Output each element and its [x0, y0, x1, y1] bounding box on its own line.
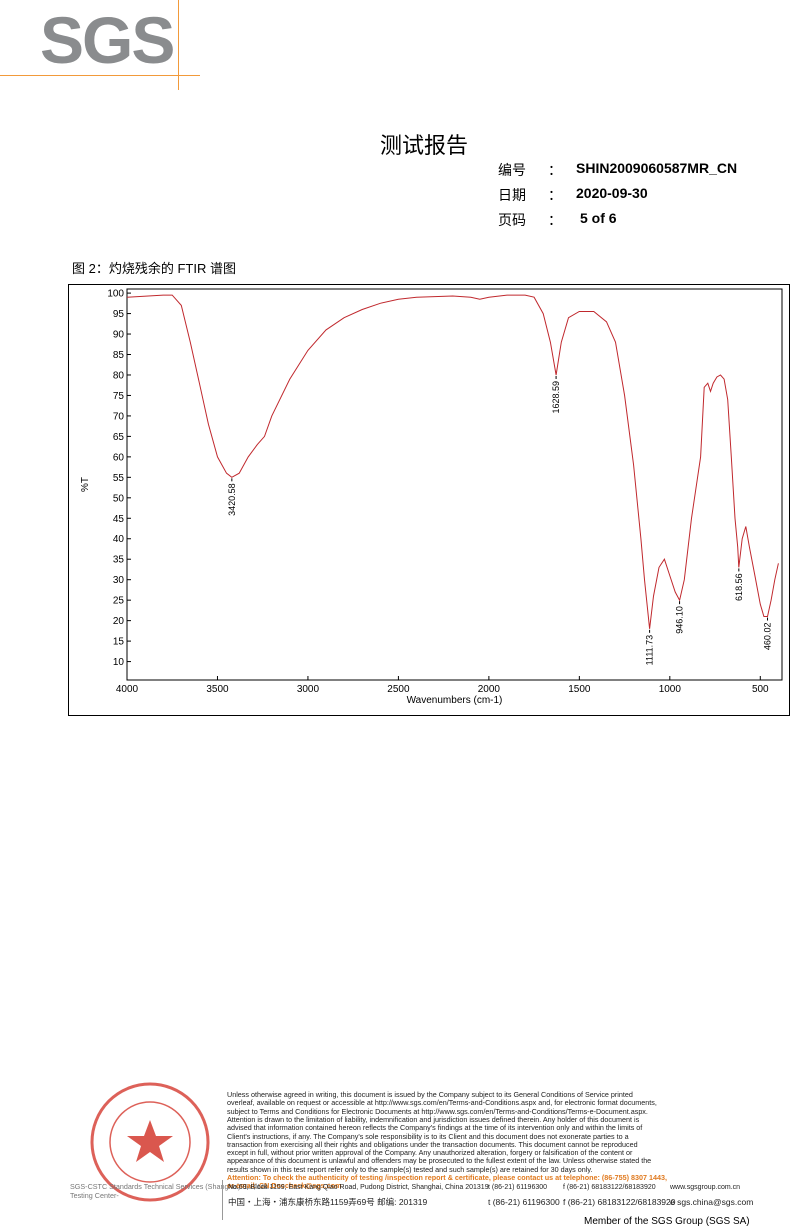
- x-tick-label: 3500: [206, 684, 229, 695]
- footer-rule: [222, 1180, 223, 1220]
- y-tick-label: 55: [113, 473, 125, 484]
- stamp-text: SGS-CSTC Standards Technical Services (S…: [70, 1182, 270, 1191]
- logo-rule: [178, 0, 179, 90]
- y-tick-label: 20: [113, 616, 125, 627]
- doc-title: 测试报告: [380, 133, 469, 158]
- address: e sgs.china@sgs.com: [670, 1197, 754, 1207]
- stamp: [90, 1082, 210, 1202]
- disclaimer-line: Attention is drawn to the limitation of …: [227, 1114, 640, 1124]
- field-sep: ：: [548, 212, 562, 228]
- x-tick-label: 500: [752, 684, 769, 695]
- field-label: 编号: [498, 162, 526, 178]
- disclaimer-line: transaction from exercising all their ri…: [227, 1139, 638, 1149]
- y-tick-label: 85: [113, 350, 125, 361]
- field-value: SHIN2009060587MR_CN: [576, 160, 738, 176]
- y-tick-label: 40: [113, 534, 125, 545]
- plot-frame: [126, 288, 783, 681]
- y-tick-label: 70: [113, 411, 125, 422]
- disclaimer-line: except in full, without prior written ap…: [227, 1148, 633, 1158]
- x-tick-label: 1000: [659, 684, 682, 695]
- y-tick-label: 35: [113, 555, 125, 566]
- address: No.69, Block 1159, East Kang Qiao Road, …: [228, 1184, 489, 1191]
- logo-rule: [0, 75, 200, 76]
- address: f (86-21) 68183122/68183920: [563, 1197, 676, 1207]
- x-tick-label: 3000: [297, 684, 320, 695]
- y-tick-label: 80: [113, 370, 125, 381]
- peak-label: 1628.59: [551, 381, 561, 414]
- member: Member of the SGS Group (SGS SA): [584, 1216, 750, 1227]
- address: f (86-21) 68183122/68183920: [563, 1184, 656, 1191]
- y-tick-label: 50: [113, 493, 125, 504]
- y-tick-label: 100: [107, 289, 124, 300]
- y-tick-label: 95: [113, 309, 125, 320]
- disclaimer-line: advised that information contained hereo…: [227, 1123, 643, 1133]
- y-tick-label: 25: [113, 596, 125, 607]
- y-tick-label: 15: [113, 637, 125, 648]
- x-tick-label: 2500: [387, 684, 410, 695]
- disclaimer-line: results shown in this test report refer …: [227, 1164, 593, 1174]
- disclaimer-line: overleaf, available on request or access…: [227, 1098, 657, 1108]
- disclaimer-line: subject to Terms and Conditions for Elec…: [227, 1106, 648, 1116]
- address: t (86-21) 61196300: [488, 1184, 548, 1191]
- address: t (86-21) 61196300: [488, 1197, 560, 1207]
- y-tick-label: 75: [113, 391, 125, 402]
- field-value: 2020-09-30: [576, 185, 648, 201]
- spectrum-line: [126, 294, 779, 629]
- peak-label: 3420.58: [227, 483, 237, 516]
- disclaimer-line: Unless otherwise agreed in writing, this…: [227, 1090, 633, 1099]
- y-axis-label: %T: [80, 477, 91, 492]
- address: 中国・上海・浦东康桥东路1159弄69号 邮编: 201319: [228, 1197, 428, 1207]
- figure-frame: [68, 284, 790, 716]
- peak-label: 618.56: [734, 573, 744, 601]
- attention: Attention: To check the authenticity of …: [227, 1173, 668, 1182]
- disclaimer-line: Client's instructions, if any. The Compa…: [227, 1131, 629, 1141]
- disclaimer-line: appearance of this document is unlawful …: [227, 1156, 652, 1166]
- x-tick-label: 4000: [116, 684, 139, 695]
- field-sep: ：: [548, 162, 562, 178]
- y-tick-label: 90: [113, 330, 125, 341]
- y-tick-label: 10: [113, 657, 125, 668]
- x-tick-label: 2000: [478, 684, 501, 695]
- x-tick-label: 1500: [568, 684, 591, 695]
- peak-label: 460.02: [763, 623, 773, 651]
- y-tick-label: 60: [113, 452, 125, 463]
- y-tick-label: 45: [113, 514, 125, 525]
- chart: 10 15 20 25 30 35 40 45 50 55 60 65 70 75 80 85 90 95 100 4…: [68, 284, 790, 716]
- stamp-text: Testing Center-: [70, 1191, 119, 1200]
- y-tick-label: 30: [113, 575, 125, 586]
- field-label: 日期: [498, 187, 526, 203]
- caption: 图 2：灼烧残余的 FTIR 谱图: [72, 261, 236, 276]
- peak-label: 946.10: [675, 606, 685, 634]
- y-tick-label: 65: [113, 432, 125, 443]
- field-label: 页码: [498, 212, 526, 228]
- x-axis-label: Wavenumbers (cm-1): [407, 695, 503, 706]
- field-value: 5 of 6: [580, 210, 617, 226]
- field-sep: ：: [548, 187, 562, 203]
- email: or email: CN.Doccheck@sgs.com: [227, 1181, 342, 1190]
- peak-label: 1111.73: [645, 635, 655, 666]
- address: www.sgsgroup.com.cn: [670, 1184, 741, 1191]
- logo: SGS: [40, 3, 175, 77]
